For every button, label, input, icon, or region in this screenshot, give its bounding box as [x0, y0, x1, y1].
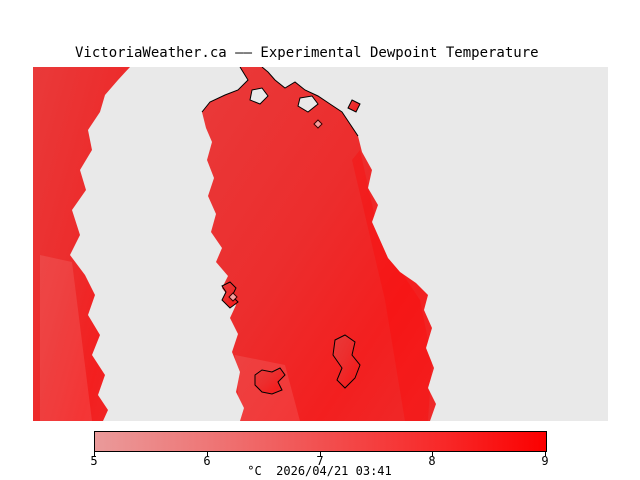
colorbar-tick-6	[207, 452, 208, 456]
land-mass-west	[33, 67, 130, 421]
colorbar-tick-5	[94, 452, 95, 456]
colorbar-tick-8	[432, 452, 433, 456]
map-area	[33, 67, 608, 421]
bright-shading-east	[352, 150, 432, 421]
page-title: VictoriaWeather.ca —— Experimental Dewpo…	[75, 45, 539, 61]
colorbar-label-5: 5	[90, 454, 98, 468]
island-south-large	[332, 334, 361, 389]
coastal-hook	[221, 281, 239, 309]
colorbar-tick-9	[545, 452, 546, 456]
dewpoint-map-svg	[33, 67, 608, 421]
station-marker-diamond-south	[228, 292, 238, 302]
colorbar-tick-7	[320, 452, 321, 456]
north-coastline-outline	[201, 67, 359, 137]
bay-inlet-2	[297, 95, 319, 113]
islet-northeast	[347, 99, 361, 113]
light-shading-west	[40, 255, 92, 421]
colorbar-label-9: 9	[541, 454, 549, 468]
colorbar	[94, 431, 547, 452]
station-marker-diamond-north	[313, 119, 323, 129]
land-mass-peninsula	[202, 67, 436, 421]
colorbar-label-8: 8	[428, 454, 436, 468]
island-south-small	[254, 367, 286, 395]
colorbar-label-7: 7	[316, 454, 324, 468]
bay-inlet-1	[249, 87, 269, 105]
colorbar-caption: °C 2026/04/21 03:41	[247, 464, 392, 478]
colorbar-label-6: 6	[203, 454, 211, 468]
